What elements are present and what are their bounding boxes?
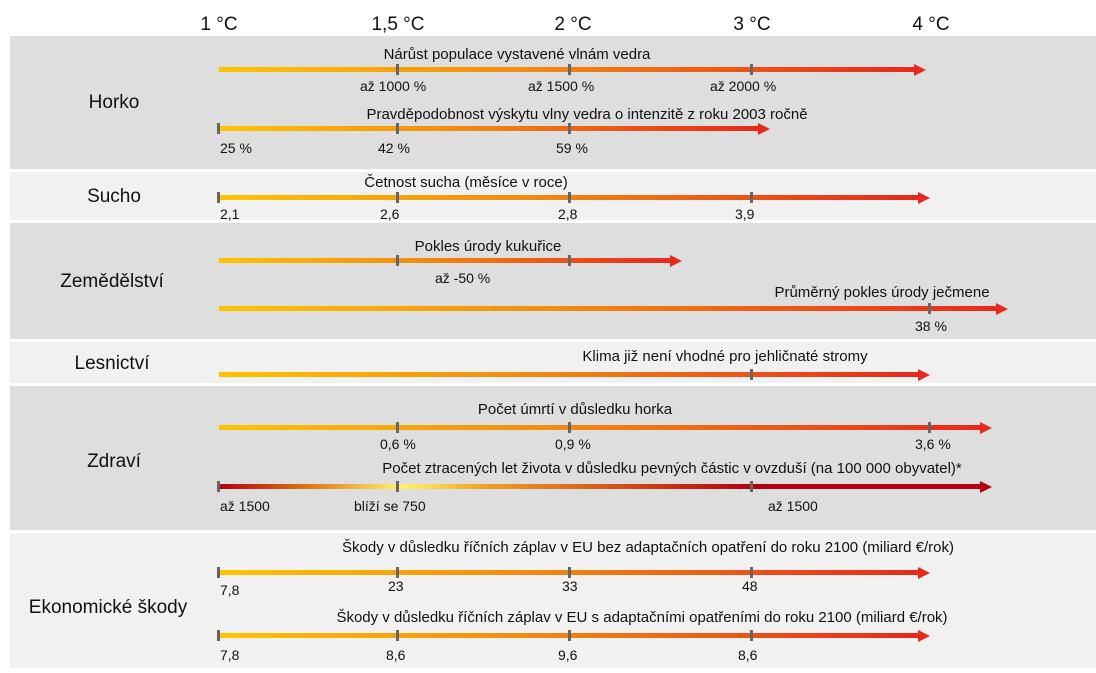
arrow-head xyxy=(918,567,930,579)
band-zemedelstvi xyxy=(10,223,1096,339)
arrow-head xyxy=(918,192,930,204)
value-label: 38 % xyxy=(915,318,947,334)
tick xyxy=(750,481,753,492)
tick xyxy=(396,481,399,492)
value-label: 0,9 % xyxy=(555,436,591,452)
tick xyxy=(396,255,399,266)
arrow-head xyxy=(980,422,992,434)
value-label: blíží se 750 xyxy=(354,498,426,514)
arrow-head xyxy=(758,123,770,135)
tick xyxy=(750,567,753,578)
tick xyxy=(750,630,753,641)
temp-4: 4 °C xyxy=(912,14,950,35)
value-label: až 1500 xyxy=(220,498,270,514)
tick xyxy=(568,567,571,578)
tick xyxy=(217,630,220,641)
indicator-title: Průměrný pokles úrody ječmene xyxy=(774,284,990,301)
tick xyxy=(568,255,571,266)
band-horko xyxy=(10,36,1096,169)
value-label: 2,6 xyxy=(380,206,400,222)
category-zdravi: Zdraví xyxy=(87,451,141,472)
tick xyxy=(217,123,220,134)
value-label: 2,8 xyxy=(558,206,578,222)
value-label: 59 % xyxy=(556,140,588,156)
indicator-arrow xyxy=(219,372,919,377)
tick xyxy=(750,369,753,380)
indicator-title: Pokles úrody kukuřice xyxy=(414,238,562,255)
value-label: 0,6 % xyxy=(380,436,416,452)
temp-1: 1 °C xyxy=(200,14,238,35)
value-label: 33 xyxy=(562,578,578,594)
value-label: 7,8 xyxy=(220,647,240,663)
tick xyxy=(396,123,399,134)
value-label: 48 xyxy=(742,578,758,594)
value-label: 8,6 xyxy=(386,647,406,663)
tick xyxy=(396,567,399,578)
tick xyxy=(568,192,571,203)
value-label: 3,9 xyxy=(735,206,755,222)
indicator-title: Škody v důsledku říčních záplav v EU s a… xyxy=(336,609,948,626)
tick xyxy=(568,630,571,641)
value-label: 2,1 xyxy=(220,206,240,222)
tick xyxy=(396,422,399,433)
tick xyxy=(928,422,931,433)
indicator-title: Klima již není vhodné pro jehličnaté str… xyxy=(582,348,868,365)
tick xyxy=(928,303,931,314)
indicator-title: Škody v důsledku říčních záplav v EU bez… xyxy=(342,539,954,556)
value-label: až 1000 % xyxy=(360,78,427,94)
indicator-arrow xyxy=(219,425,981,430)
value-label: 9,6 xyxy=(558,647,578,663)
tick xyxy=(750,64,753,75)
arrow-head xyxy=(918,369,930,381)
indicator-title: Počet úmrtí v důsledku horka xyxy=(477,401,673,418)
category-sucho: Sucho xyxy=(87,186,141,207)
value-label: až -50 % xyxy=(435,270,491,286)
arrow-head xyxy=(670,255,682,267)
value-label: až 2000 % xyxy=(710,78,777,94)
value-label: 3,6 % xyxy=(915,436,951,452)
tick xyxy=(217,567,220,578)
category-horko: Horko xyxy=(88,92,140,113)
tick xyxy=(568,123,571,134)
tick xyxy=(568,422,571,433)
arrow-head xyxy=(980,481,992,493)
indicator-arrow-pm xyxy=(219,484,981,489)
temp-3: 3 °C xyxy=(733,14,771,35)
temp-1-5: 1,5 °C xyxy=(371,14,425,35)
arrow-head xyxy=(914,64,926,76)
indicator-arrow xyxy=(219,258,671,263)
indicator-arrow xyxy=(219,126,759,131)
value-label: 7,8 xyxy=(220,582,240,598)
value-label: 23 xyxy=(388,578,404,594)
arrow-head xyxy=(996,303,1008,315)
band-zdravi xyxy=(10,386,1096,530)
tick xyxy=(750,192,753,203)
indicator-title: Počet ztracených let života v důsledku p… xyxy=(382,460,962,477)
category-zemedelstvi: Zemědělství xyxy=(60,271,164,292)
tick xyxy=(396,630,399,641)
value-label: 8,6 xyxy=(738,647,758,663)
tick xyxy=(396,192,399,203)
indicator-title: Pravděpodobnost výskytu vlny vedra o int… xyxy=(366,106,808,123)
value-label: 42 % xyxy=(378,140,410,156)
value-label: 25 % xyxy=(220,140,252,156)
temp-2: 2 °C xyxy=(554,14,592,35)
tick xyxy=(217,192,220,203)
value-label: až 1500 % xyxy=(528,78,595,94)
tick xyxy=(568,64,571,75)
arrow-head xyxy=(918,630,930,642)
indicator-arrow xyxy=(219,306,997,311)
band-ekonomicke xyxy=(10,533,1096,668)
indicator-arrow xyxy=(219,67,915,72)
category-lesnictvi: Lesnictví xyxy=(74,353,150,374)
tick xyxy=(217,481,220,492)
value-label: až 1500 xyxy=(768,498,818,514)
indicator-title: Nárůst populace vystavené vlnám vedra xyxy=(383,46,651,63)
tick xyxy=(396,64,399,75)
category-ekonomicke-skody: Ekonomické škody xyxy=(28,597,188,618)
indicator-title: Četnost sucha (měsíce v roce) xyxy=(364,174,568,191)
